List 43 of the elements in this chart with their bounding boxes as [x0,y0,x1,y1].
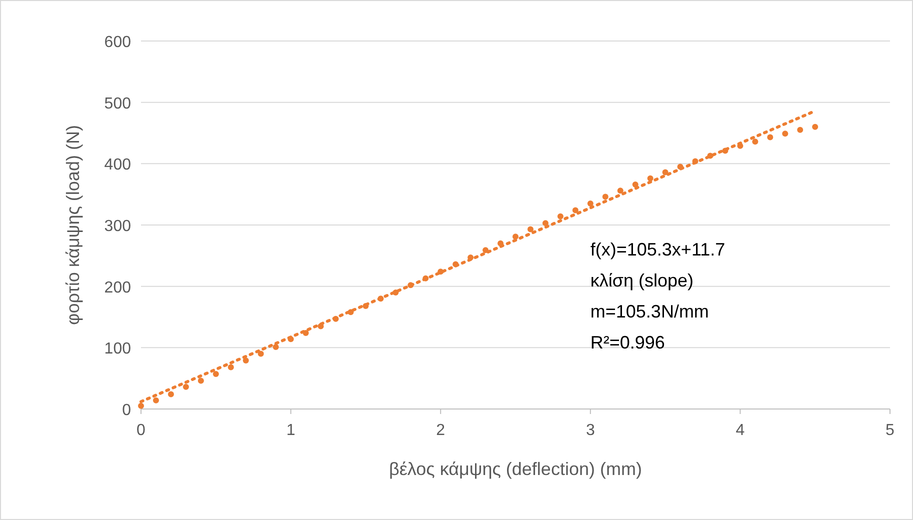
point [527,226,534,232]
point [138,402,144,409]
point [752,138,758,145]
point [228,364,234,370]
x-axis-title: βέλος κάμψης (deflection) (mm) [389,459,642,479]
point [617,188,624,194]
y-tick-label: 0 [122,402,132,419]
y-tick-label: 500 [104,95,132,112]
y-tick-label: 100 [104,340,132,358]
y-tick-label: 300 [104,218,132,235]
point [542,220,548,226]
point [182,384,189,390]
x-tick-label: 4 [736,422,745,439]
point [812,124,818,130]
y-tick-label: 400 [104,156,132,174]
point [647,175,654,182]
x-tick-label: 1 [286,422,296,439]
point [212,371,219,378]
x-tick-label: 2 [436,422,446,439]
x-tick-label: 3 [586,422,595,439]
y-tick-label: 600 [104,34,132,51]
point [797,126,804,133]
point [767,134,774,140]
annotation: R²=0.996 [590,332,665,353]
point [198,378,204,384]
point [512,234,518,240]
x-tick-label: 5 [886,422,895,439]
point [587,200,594,207]
y-axis-title: φορτίο κάμψης (load) (N) [63,125,83,325]
y-tick-label: 200 [104,279,132,296]
point [242,358,249,364]
x-tick-label: 0 [136,422,146,439]
point [557,213,564,220]
annotation: f(x)=105.3x+11.7 [590,240,726,260]
point [272,344,279,350]
point [152,397,159,404]
point [602,194,608,200]
point [782,130,788,137]
point [572,207,578,214]
annotation: m=105.3N/mm [590,302,709,322]
point [258,350,264,357]
annotation: κλίση (slope) [590,270,694,291]
point [168,391,174,398]
